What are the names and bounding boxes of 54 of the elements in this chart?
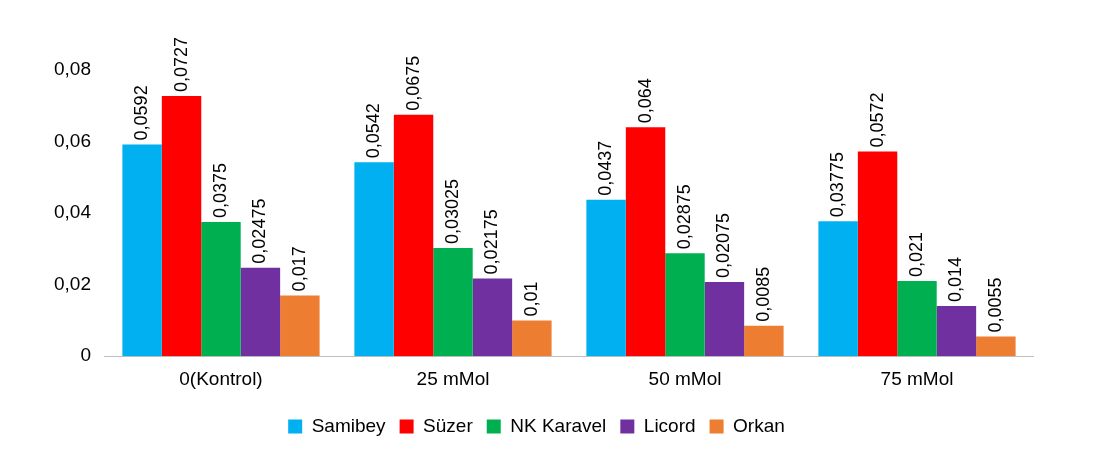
data-label: 0,0085 <box>752 266 773 322</box>
x-tick-label: 50 mMol <box>648 367 722 389</box>
y-tick-label: 0,08 <box>54 58 91 80</box>
bar <box>161 96 202 357</box>
bar <box>354 162 394 357</box>
data-label: 0,0375 <box>209 162 230 219</box>
legend-label: Orkan <box>733 414 785 436</box>
bar <box>744 325 784 357</box>
bar <box>857 151 898 357</box>
data-label: 0,064 <box>634 78 655 124</box>
data-label: 0,0055 <box>984 277 1005 333</box>
bar <box>280 295 320 357</box>
data-label: 0,03775 <box>827 152 848 218</box>
bar <box>625 127 666 357</box>
legend-label: Licord <box>643 414 696 436</box>
bar <box>122 144 162 357</box>
data-label: 0,017 <box>288 246 309 292</box>
bar <box>393 114 434 357</box>
bar <box>433 247 473 357</box>
bar <box>818 221 858 357</box>
bar <box>201 222 241 357</box>
data-label: 0,0727 <box>170 37 191 93</box>
data-label: 0,0437 <box>595 140 616 196</box>
data-label: 0,02075 <box>713 212 734 278</box>
y-tick-label: 0,06 <box>54 129 91 151</box>
bar <box>704 281 745 357</box>
y-tick-label: 0,02 <box>54 272 91 294</box>
y-tick-label: 0 <box>80 344 91 366</box>
data-label: 0,02175 <box>481 209 502 275</box>
bar <box>936 306 977 357</box>
legend-label: Samibey <box>311 414 387 436</box>
data-label: 0,0542 <box>363 103 384 159</box>
x-tick-label: 0(Kontrol) <box>179 367 263 389</box>
x-tick-label: 75 mMol <box>880 367 954 389</box>
data-label: 0,021 <box>905 232 926 278</box>
bar <box>240 267 281 357</box>
legend-label: NK Karavel <box>510 414 607 436</box>
data-label: 0,014 <box>945 257 966 303</box>
x-tick-label: 25 mMol <box>416 367 490 389</box>
legend-label: Süzer <box>423 414 474 436</box>
data-label: 0,03025 <box>441 178 462 244</box>
data-label: 0,01 <box>520 281 541 317</box>
data-label: 0,02475 <box>249 198 270 264</box>
bar <box>586 199 626 357</box>
bar <box>512 320 552 357</box>
bar <box>665 253 705 357</box>
data-label: 0,02875 <box>673 184 694 250</box>
data-label: 0,0592 <box>131 85 152 141</box>
y-tick-label: 0,04 <box>54 201 92 223</box>
data-label: 0,0675 <box>402 55 423 111</box>
bar <box>897 281 937 357</box>
bar <box>472 278 513 357</box>
data-label: 0,0572 <box>866 92 887 148</box>
bar <box>976 336 1016 357</box>
